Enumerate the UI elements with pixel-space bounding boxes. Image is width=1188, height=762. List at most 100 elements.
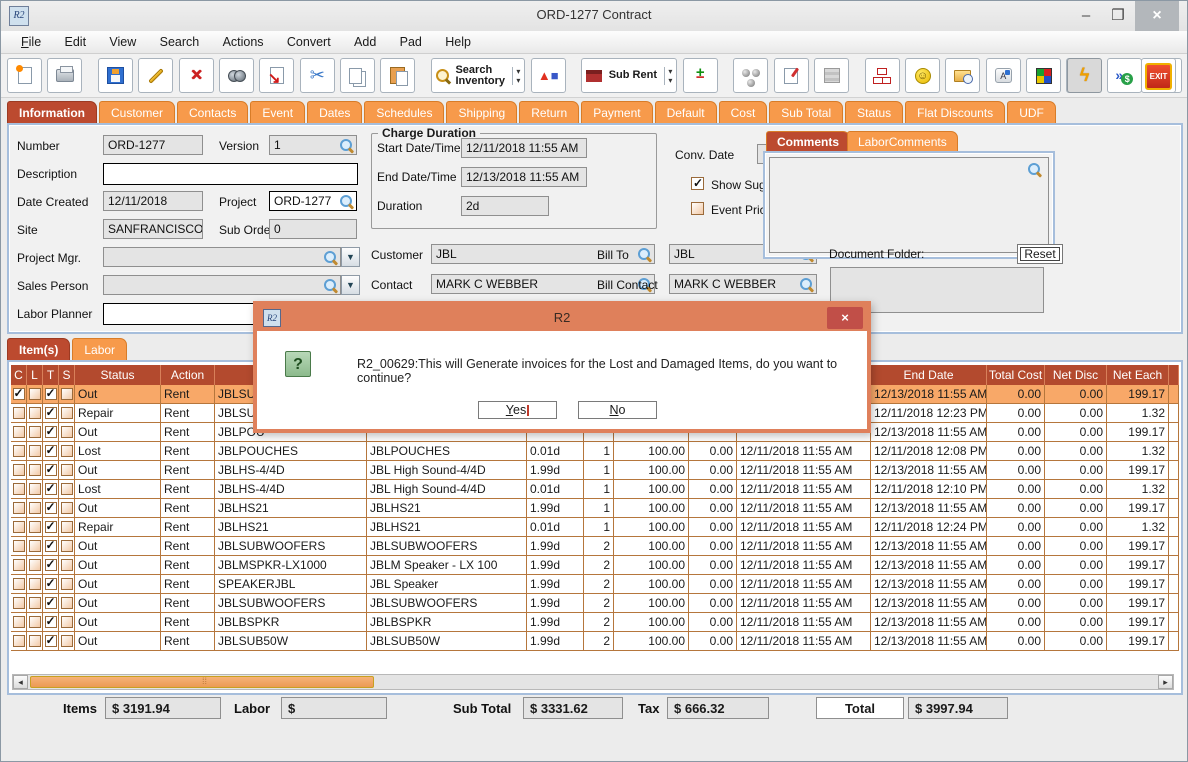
tab-default[interactable]: Default bbox=[654, 101, 717, 123]
row-checkbox[interactable] bbox=[60, 540, 73, 552]
copy-button[interactable] bbox=[340, 58, 376, 93]
customer-service-button[interactable]: ☺ bbox=[905, 58, 941, 93]
checkbox-cell[interactable] bbox=[43, 632, 59, 651]
checkbox-cell[interactable] bbox=[27, 499, 43, 518]
paste-button[interactable] bbox=[380, 58, 416, 93]
row-checkbox[interactable] bbox=[60, 559, 73, 571]
search-inventory-dropdown-icon[interactable]: ▾ ▾ bbox=[512, 66, 520, 85]
checkbox-cell[interactable] bbox=[59, 442, 75, 461]
event-pricing-checkbox[interactable] bbox=[691, 202, 704, 215]
checkbox-cell[interactable] bbox=[59, 385, 75, 404]
checkbox-cell[interactable] bbox=[27, 423, 43, 442]
scroll-left-icon[interactable]: ◂ bbox=[13, 675, 28, 689]
print-button[interactable] bbox=[47, 58, 83, 93]
checkbox-cell[interactable] bbox=[27, 537, 43, 556]
checkbox-cell[interactable] bbox=[59, 632, 75, 651]
column-header[interactable]: T bbox=[43, 365, 59, 385]
row-checkbox[interactable] bbox=[28, 483, 41, 495]
checkbox-cell[interactable] bbox=[11, 461, 27, 480]
sales-person-field[interactable] bbox=[103, 275, 341, 295]
minimize-button[interactable]: – bbox=[1081, 7, 1091, 24]
row-checkbox[interactable] bbox=[60, 616, 73, 628]
post-charges-button[interactable]: »$ bbox=[1106, 58, 1142, 93]
checkbox-cell[interactable] bbox=[11, 480, 27, 499]
dialog-close-icon[interactable]: × bbox=[827, 307, 863, 329]
checkbox-cell[interactable] bbox=[59, 594, 75, 613]
row-checkbox[interactable] bbox=[28, 407, 41, 419]
checkbox-cell[interactable] bbox=[11, 518, 27, 537]
tab-contacts[interactable]: Contacts bbox=[177, 101, 249, 123]
column-header[interactable]: Action bbox=[161, 365, 215, 385]
checkbox-cell[interactable] bbox=[11, 537, 27, 556]
close-button[interactable]: × bbox=[1135, 1, 1179, 31]
row-checkbox[interactable] bbox=[60, 388, 73, 400]
row-checkbox[interactable] bbox=[12, 635, 25, 647]
checkbox-cell[interactable] bbox=[43, 499, 59, 518]
checkbox-cell[interactable] bbox=[59, 537, 75, 556]
checkbox-cell[interactable] bbox=[27, 404, 43, 423]
row-checkbox[interactable] bbox=[28, 559, 41, 571]
checkbox-cell[interactable] bbox=[59, 461, 75, 480]
analyze-button[interactable]: ▲■ bbox=[530, 58, 566, 93]
checkbox-cell[interactable] bbox=[43, 594, 59, 613]
contact-field[interactable]: MARK C WEBBER bbox=[431, 274, 655, 294]
checkbox-cell[interactable] bbox=[27, 442, 43, 461]
row-checkbox[interactable] bbox=[12, 426, 25, 438]
column-header[interactable] bbox=[1169, 365, 1179, 385]
row-checkbox[interactable] bbox=[28, 445, 41, 457]
customer-search-icon[interactable] bbox=[638, 248, 651, 261]
project-field[interactable]: ORD-1277 bbox=[269, 191, 357, 211]
row-checkbox[interactable] bbox=[60, 635, 73, 647]
sales-person-search-icon[interactable] bbox=[324, 279, 337, 292]
tab-event[interactable]: Event bbox=[250, 101, 306, 123]
column-header[interactable]: End Date bbox=[871, 365, 987, 385]
row-checkbox[interactable] bbox=[44, 595, 57, 609]
checkbox-cell[interactable] bbox=[59, 518, 75, 537]
tab-labor[interactable]: Labor bbox=[72, 338, 128, 360]
comments-search-icon[interactable] bbox=[1028, 163, 1041, 176]
checkbox-cell[interactable] bbox=[27, 632, 43, 651]
sales-person-dropdown[interactable]: ▼ bbox=[341, 275, 360, 295]
row-checkbox[interactable] bbox=[60, 521, 73, 533]
row-checkbox[interactable] bbox=[12, 483, 25, 495]
checkbox-cell[interactable] bbox=[43, 518, 59, 537]
checkbox-cell[interactable] bbox=[11, 632, 27, 651]
checkbox-cell[interactable] bbox=[43, 556, 59, 575]
row-checkbox[interactable] bbox=[12, 559, 25, 571]
configurator-button[interactable] bbox=[1026, 58, 1062, 93]
checkbox-cell[interactable] bbox=[59, 575, 75, 594]
comments-field[interactable] bbox=[769, 157, 1049, 253]
project-mgr-dropdown[interactable]: ▼ bbox=[341, 247, 360, 267]
checkbox-cell[interactable] bbox=[11, 556, 27, 575]
reset-button[interactable]: Reset bbox=[1017, 244, 1063, 264]
row-checkbox[interactable] bbox=[60, 597, 73, 609]
menu-convert[interactable]: Convert bbox=[286, 35, 331, 49]
row-checkbox[interactable] bbox=[60, 445, 73, 457]
tab-shipping[interactable]: Shipping bbox=[446, 101, 518, 123]
contact-search-icon[interactable] bbox=[638, 278, 651, 291]
checkbox-cell[interactable] bbox=[59, 613, 75, 632]
checkbox-cell[interactable] bbox=[11, 385, 27, 404]
menu-add[interactable]: Add bbox=[354, 35, 377, 49]
checkbox-cell[interactable] bbox=[59, 556, 75, 575]
checkbox-cell[interactable] bbox=[27, 461, 43, 480]
column-header[interactable]: Net Disc bbox=[1045, 365, 1107, 385]
tab-dates[interactable]: Dates bbox=[307, 101, 363, 123]
checkbox-cell[interactable] bbox=[27, 594, 43, 613]
copy-special-button[interactable] bbox=[259, 58, 295, 95]
tab-items[interactable]: Item(s) bbox=[7, 338, 71, 360]
cut-button[interactable]: ✂ bbox=[299, 58, 335, 93]
checkbox-cell[interactable] bbox=[43, 575, 59, 594]
shortcut-key-button[interactable]: A bbox=[985, 58, 1021, 93]
quick-action-button[interactable]: ϟ bbox=[1067, 58, 1102, 93]
menu-view[interactable]: View bbox=[109, 35, 137, 49]
bill-contact-search-icon[interactable] bbox=[800, 278, 813, 291]
checkbox-cell[interactable] bbox=[11, 575, 27, 594]
history-folder-button[interactable] bbox=[945, 58, 981, 93]
checkbox-cell[interactable] bbox=[11, 442, 27, 461]
checkbox-cell[interactable] bbox=[43, 613, 59, 632]
tab-status[interactable]: Status bbox=[845, 101, 904, 123]
tab-comments[interactable]: Comments bbox=[766, 131, 851, 151]
row-checkbox[interactable] bbox=[28, 578, 41, 590]
